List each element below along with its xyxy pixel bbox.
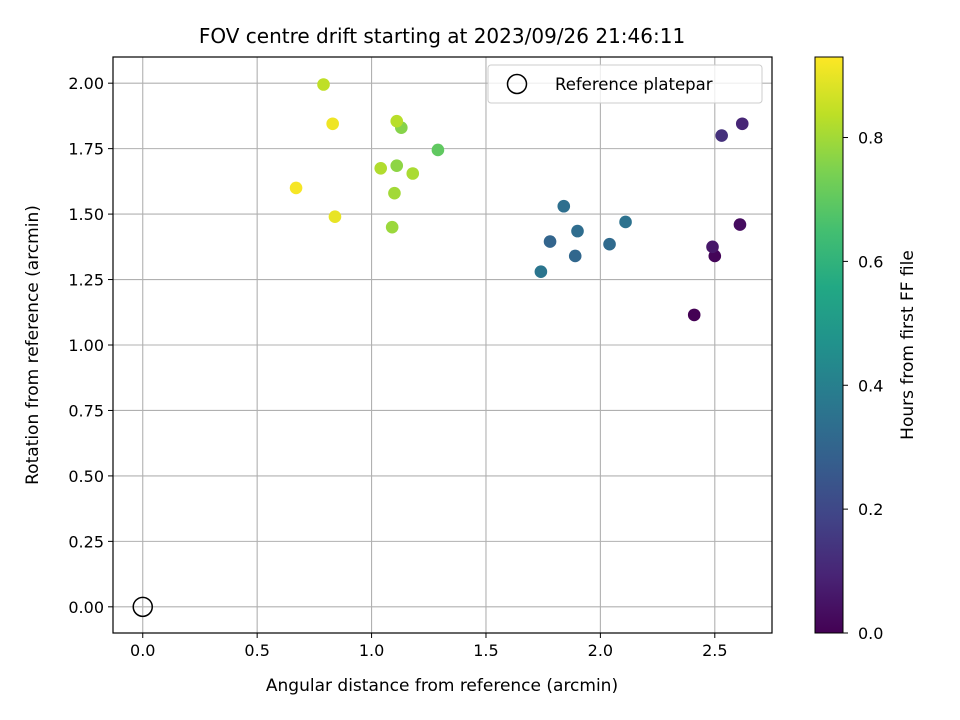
data-point <box>687 308 701 322</box>
colorbar <box>814 56 844 634</box>
x-tick-label: 2.5 <box>702 641 727 660</box>
data-point <box>390 159 404 172</box>
colorbar-tick-label: 0.4 <box>858 376 883 395</box>
data-point <box>715 129 728 142</box>
data-point <box>543 235 557 248</box>
x-axis-ticks: 0.0 0.5 1.0 1.5 2.0 2.5 <box>130 633 728 660</box>
x-tick-label: 1.5 <box>473 641 498 660</box>
colorbar-tick-label: 0.8 <box>858 129 883 148</box>
data-point <box>328 210 342 224</box>
data-point <box>735 117 749 131</box>
reference-marker <box>132 596 153 618</box>
y-tick-label: 1.50 <box>68 205 104 224</box>
data-point <box>571 224 584 238</box>
legend: Reference platepar <box>487 64 763 104</box>
y-tick-label: 0.50 <box>68 467 104 486</box>
y-axis-ticks: 0.00 0.25 0.50 0.75 1.00 1.25 1.50 1.75 2.00 <box>68 74 113 617</box>
y-tick-label: 0.25 <box>68 532 104 551</box>
data-point <box>385 220 399 234</box>
colorbar-label: Hours from first FF file <box>898 250 918 440</box>
legend-reference-label: Reference platepar <box>555 75 713 94</box>
data-point <box>534 265 548 278</box>
colorbar-ticks: 0.0 0.2 0.4 0.6 0.8 <box>843 129 883 643</box>
data-point <box>619 215 632 229</box>
colorbar-tick-label: 0.2 <box>858 500 883 519</box>
y-tick-label: 1.25 <box>68 271 104 290</box>
data-point <box>289 181 303 195</box>
data-point <box>326 117 339 131</box>
data-point <box>568 249 582 263</box>
data-point <box>390 114 404 128</box>
data-point <box>388 186 401 200</box>
x-tick-label: 0.0 <box>130 641 155 660</box>
data-point <box>406 167 420 180</box>
data-point <box>557 199 571 213</box>
x-axis-label: Angular distance from reference (arcmin) <box>266 676 618 696</box>
data-point <box>374 161 388 175</box>
colorbar-tick-label: 0.0 <box>858 624 883 643</box>
y-tick-label: 1.00 <box>68 336 104 355</box>
data-point <box>317 78 330 91</box>
y-tick-label: 0.75 <box>68 401 104 420</box>
grid-lines <box>113 57 772 633</box>
chart-title: FOV centre drift starting at 2023/09/26 … <box>199 24 685 48</box>
x-tick-label: 0.5 <box>244 641 269 660</box>
y-tick-label: 1.75 <box>68 140 104 159</box>
y-axis-label: Rotation from reference (arcmin) <box>23 205 43 485</box>
x-tick-label: 1.0 <box>359 641 384 660</box>
data-point <box>733 218 747 231</box>
data-point <box>603 237 616 251</box>
data-point <box>431 143 445 157</box>
y-tick-label: 0.00 <box>68 598 104 617</box>
data-points <box>289 78 749 322</box>
reference-marker-layer <box>132 596 153 618</box>
legend-reference-marker <box>506 73 528 95</box>
data-point <box>706 240 719 254</box>
colorbar-tick-label: 0.6 <box>858 252 883 271</box>
legend-box <box>487 64 763 104</box>
x-tick-label: 2.0 <box>588 641 613 660</box>
y-tick-label: 2.00 <box>68 74 104 93</box>
